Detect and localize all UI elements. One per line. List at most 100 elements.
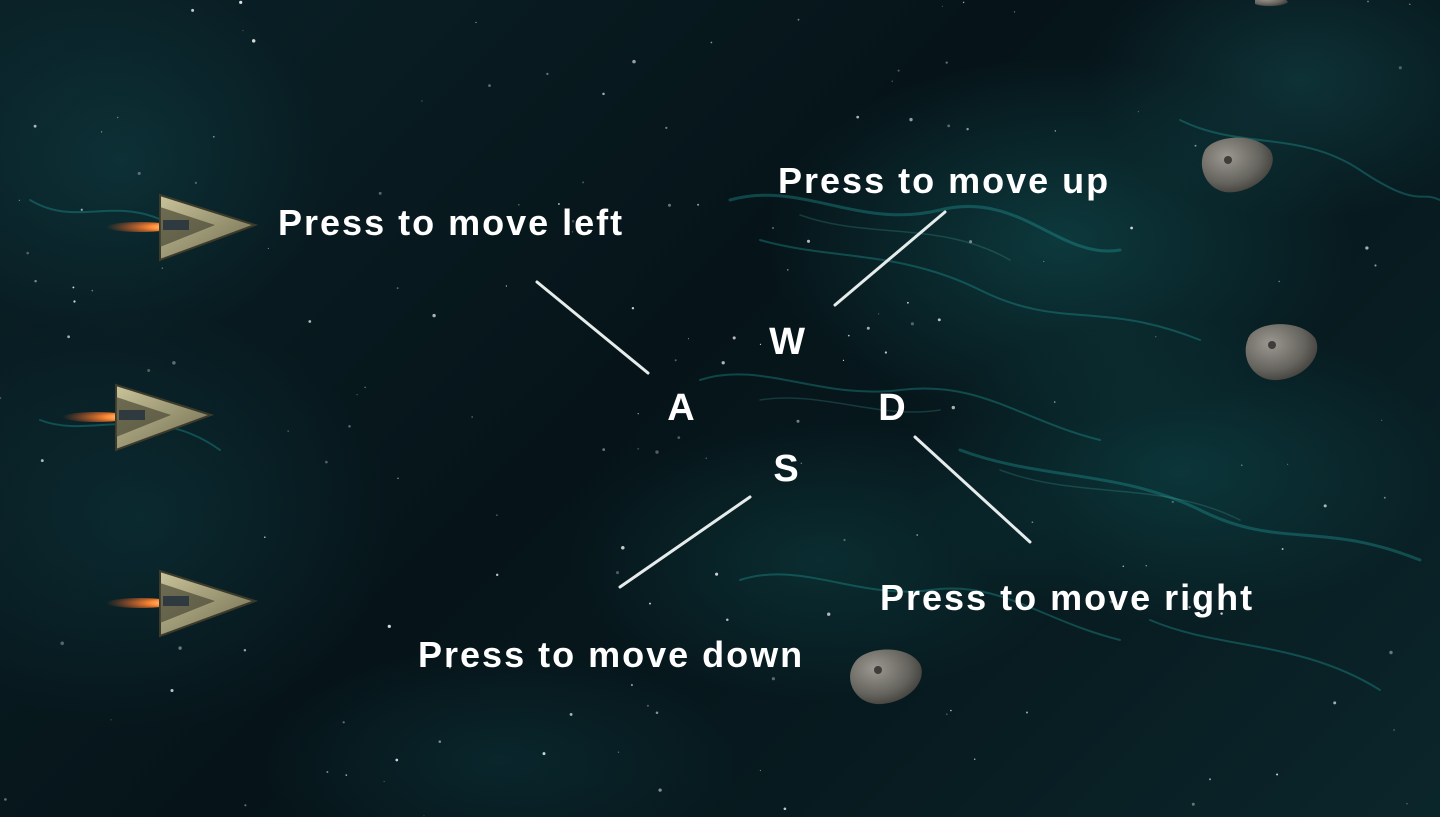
star xyxy=(759,343,762,346)
star xyxy=(1053,401,1056,403)
star xyxy=(1374,264,1377,267)
star xyxy=(495,573,499,577)
star xyxy=(423,815,425,817)
star xyxy=(1031,521,1034,524)
star xyxy=(705,457,707,459)
guide-line-down xyxy=(618,495,752,589)
star xyxy=(1155,336,1157,338)
star xyxy=(542,752,546,756)
star xyxy=(732,336,736,340)
star xyxy=(1201,609,1205,612)
star xyxy=(973,758,976,761)
star xyxy=(438,740,442,743)
star xyxy=(771,677,776,681)
star xyxy=(421,100,423,102)
star xyxy=(26,251,30,255)
star xyxy=(326,771,329,773)
star xyxy=(194,181,197,184)
star xyxy=(655,450,659,454)
star xyxy=(783,807,787,811)
key-s: S xyxy=(773,448,799,490)
asteroid-icon xyxy=(850,649,922,705)
star xyxy=(1208,778,1212,781)
star xyxy=(842,359,845,362)
star xyxy=(1409,3,1411,5)
star xyxy=(448,666,451,669)
star xyxy=(378,191,382,195)
star xyxy=(475,21,477,24)
star xyxy=(797,18,800,21)
star xyxy=(827,612,831,616)
star xyxy=(946,713,948,715)
star xyxy=(191,8,195,12)
star xyxy=(710,41,713,44)
star xyxy=(910,322,914,326)
star xyxy=(667,203,672,207)
guide-line-up xyxy=(833,210,947,307)
star xyxy=(856,115,860,119)
star xyxy=(546,72,549,76)
star xyxy=(843,538,846,542)
star xyxy=(1043,260,1045,262)
star xyxy=(239,0,243,4)
star xyxy=(1110,600,1114,604)
star xyxy=(383,780,385,782)
star xyxy=(649,602,651,605)
star xyxy=(602,448,606,451)
key-w: W xyxy=(769,321,805,363)
star xyxy=(897,69,900,72)
star xyxy=(117,116,119,119)
star xyxy=(1281,548,1284,550)
spaceship-icon xyxy=(62,383,215,452)
star xyxy=(572,231,573,233)
asteroid-icon xyxy=(1201,137,1273,193)
star xyxy=(287,430,290,433)
star xyxy=(569,712,573,716)
star xyxy=(178,646,182,650)
star xyxy=(40,459,44,463)
hint-move-up: Press to move up xyxy=(778,160,1111,201)
star xyxy=(1381,419,1383,421)
star xyxy=(147,369,151,372)
spaceship-icon xyxy=(106,193,259,262)
star xyxy=(251,39,256,43)
star xyxy=(1278,280,1281,283)
star xyxy=(950,709,952,712)
star xyxy=(787,269,789,271)
key-d: D xyxy=(878,387,906,429)
star xyxy=(1137,110,1140,113)
star xyxy=(33,124,37,128)
star xyxy=(966,127,969,131)
star xyxy=(243,649,247,652)
star xyxy=(962,1,965,4)
star xyxy=(1393,729,1395,731)
star xyxy=(945,61,948,64)
star xyxy=(172,361,176,365)
star xyxy=(0,396,2,400)
star xyxy=(1286,463,1289,466)
star xyxy=(308,320,312,323)
star xyxy=(677,436,681,439)
star xyxy=(1383,496,1386,499)
star xyxy=(395,758,399,762)
star xyxy=(697,203,700,206)
star xyxy=(951,405,955,410)
star xyxy=(806,239,811,243)
star xyxy=(726,618,729,621)
star xyxy=(4,798,7,801)
star xyxy=(1333,701,1337,705)
key-a: A xyxy=(667,387,695,429)
star xyxy=(617,751,620,753)
star xyxy=(471,416,473,418)
star xyxy=(1406,802,1408,805)
hint-move-right: Press to move right xyxy=(880,577,1255,618)
star xyxy=(937,318,941,322)
star xyxy=(658,788,662,792)
star xyxy=(80,208,83,211)
star xyxy=(1220,612,1223,615)
star xyxy=(1191,802,1195,806)
guide-line-right xyxy=(913,435,1032,544)
star xyxy=(847,334,850,337)
